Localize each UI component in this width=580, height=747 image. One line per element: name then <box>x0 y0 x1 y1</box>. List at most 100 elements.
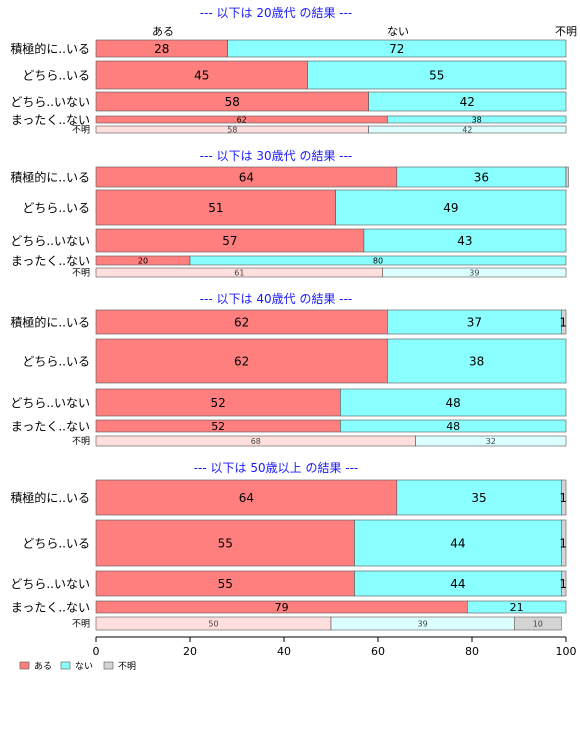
row-label: 積極的に..いる <box>10 314 90 329</box>
data-label: 21 <box>510 601 524 614</box>
row-label: どちら..いない <box>10 95 90 109</box>
bar-segment <box>340 388 567 417</box>
bar-segment <box>565 166 569 188</box>
data-label: 64 <box>239 491 254 505</box>
data-label: 50 <box>208 619 218 628</box>
data-label: 39 <box>469 268 479 277</box>
data-label: 79 <box>275 601 289 614</box>
row-label: まったく..ない <box>11 419 90 433</box>
data-label: 57 <box>222 234 237 248</box>
data-label: 49 <box>443 201 458 215</box>
bar-segment <box>95 60 308 90</box>
bar-segment <box>95 519 355 567</box>
bar-segment <box>95 570 355 597</box>
data-label: 35 <box>471 491 486 505</box>
row-label: 積極的に..いる <box>10 490 90 505</box>
bar-segment <box>95 189 336 226</box>
x-tick-label: 60 <box>371 645 385 658</box>
x-tick-label: 20 <box>183 645 197 658</box>
data-label: 80 <box>373 256 383 265</box>
bar-segment <box>354 570 562 597</box>
row-label: 不明 <box>72 125 90 136</box>
data-label: 37 <box>467 315 482 329</box>
row-label: 不明 <box>72 436 90 447</box>
data-label: 32 <box>486 437 496 446</box>
bar-segment <box>387 309 562 335</box>
bar-segment <box>387 115 567 124</box>
row-label: どちら..いない <box>10 234 90 248</box>
data-label: 62 <box>237 115 247 124</box>
data-label: 28 <box>154 42 169 56</box>
data-label: 51 <box>208 201 223 215</box>
data-label: 1 <box>559 536 567 550</box>
data-label: 44 <box>450 577 465 591</box>
data-label: 36 <box>474 170 489 184</box>
bar-segment <box>363 228 567 253</box>
row-label: 積極的に..いる <box>10 169 90 184</box>
row-label: どちら..いる <box>22 354 90 368</box>
bar-segment <box>382 267 567 278</box>
column-label-fumei: 不明 <box>555 25 577 38</box>
data-label: 64 <box>239 170 254 184</box>
row-label: 積極的に..いる <box>10 41 90 56</box>
bar-segment <box>354 519 562 567</box>
panel-title: --- 以下は 40歳代 の結果 --- <box>200 292 353 306</box>
row-label: どちら..いない <box>10 396 90 410</box>
x-tick-label: 40 <box>277 645 291 658</box>
row-label: どちら..いない <box>10 577 90 591</box>
data-label: 20 <box>138 256 148 265</box>
panel-title: --- 以下は 20歳代 の結果 --- <box>200 6 353 20</box>
bar-segment <box>95 388 341 417</box>
data-label: 55 <box>218 536 233 550</box>
data-label: 72 <box>389 42 404 56</box>
data-label: 55 <box>429 68 444 82</box>
bar-segment <box>95 309 388 335</box>
data-label: 62 <box>234 315 249 329</box>
data-label: 43 <box>457 234 472 248</box>
bar-segment <box>189 255 567 266</box>
data-label: 58 <box>225 95 240 109</box>
data-label: 39 <box>418 619 428 628</box>
data-label: 1 <box>559 577 567 591</box>
data-label: 52 <box>211 420 225 433</box>
bar-segment <box>396 479 562 516</box>
legend-swatch <box>60 661 71 670</box>
bar-segment <box>307 60 567 90</box>
data-label: 42 <box>460 95 475 109</box>
column-label-nai: ない <box>387 25 409 38</box>
legend-swatch <box>19 661 30 670</box>
bar-segment <box>560 309 567 335</box>
bar-segment <box>335 189 567 226</box>
data-label: 44 <box>450 536 465 550</box>
legend-label: ある <box>34 661 52 672</box>
bar-segment <box>560 570 567 597</box>
data-label: 62 <box>234 354 249 368</box>
row-label: どちら..いる <box>22 536 90 550</box>
data-label: 52 <box>211 396 226 410</box>
data-label: 55 <box>218 577 233 591</box>
row-label: まったく..ない <box>11 254 90 268</box>
bar-segment <box>227 39 567 58</box>
row-label: 不明 <box>72 268 90 279</box>
panel-title: --- 以下は 30歳代 の結果 --- <box>200 149 353 163</box>
bar-segment <box>560 519 567 567</box>
data-label: 48 <box>446 396 461 410</box>
data-label: 61 <box>234 268 244 277</box>
x-tick-label: 0 <box>93 645 100 658</box>
bar-segment <box>560 479 567 516</box>
data-label: 1 <box>559 315 567 329</box>
data-label: 38 <box>472 115 482 124</box>
legend-label: ない <box>75 661 93 672</box>
bar-segment <box>95 338 388 384</box>
bar-segment <box>513 616 562 631</box>
data-label: 48 <box>446 420 460 433</box>
data-label: 58 <box>227 125 237 134</box>
bar-segment <box>415 435 567 447</box>
bar-segment <box>387 338 567 384</box>
bar-segment <box>95 479 398 516</box>
data-label: 42 <box>462 125 472 134</box>
row-label: まったく..ない <box>11 113 90 127</box>
bar-segment <box>340 419 567 433</box>
legend-label: 不明 <box>118 661 136 672</box>
